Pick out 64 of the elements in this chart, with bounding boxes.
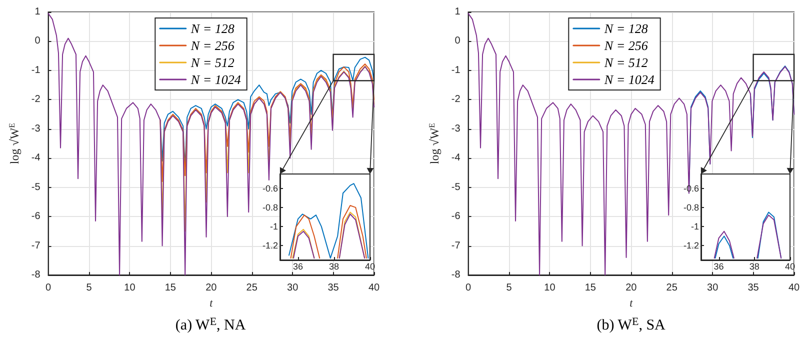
y-tick-label: -2 xyxy=(451,94,461,106)
y-tick-label: -8 xyxy=(31,270,41,280)
legend-label: N = 512 xyxy=(603,55,648,70)
y-tick-label: -7 xyxy=(451,240,461,252)
y-tick-label: -5 xyxy=(31,182,41,193)
line-series xyxy=(468,12,794,276)
y-tick-label: -6 xyxy=(451,211,461,222)
x-tick-label: 0 xyxy=(46,282,52,294)
y-tick-label: -0.8 xyxy=(262,202,278,212)
x-tick-label: 5 xyxy=(506,282,512,294)
y-tick-label: 0 xyxy=(34,36,41,47)
y-tick-label: -1 xyxy=(451,64,461,76)
x-tick-label: 15 xyxy=(584,282,596,294)
x-tick-label: 20 xyxy=(206,282,218,294)
line-series xyxy=(48,12,374,276)
x-tick-label: 15 xyxy=(164,282,176,294)
x-tick-label: 38 xyxy=(749,262,760,272)
legend-label: N = 1024 xyxy=(190,72,242,87)
x-tick-label: 38 xyxy=(328,262,340,272)
y-tick-label: -1 xyxy=(270,222,278,232)
y-tick-label: -5 xyxy=(451,182,461,193)
y-tick-label: -3 xyxy=(31,123,41,134)
y-tick-label: -7 xyxy=(31,240,41,252)
y-tick-label: -2 xyxy=(31,94,41,106)
y-tick-label: -4 xyxy=(31,152,41,164)
x-tick-label: 10 xyxy=(124,282,136,294)
x-tick-label: 0 xyxy=(466,282,472,294)
x-tick-label: 25 xyxy=(666,282,678,294)
y-tick-label: -3 xyxy=(451,123,461,134)
line-series xyxy=(288,183,369,259)
y-tick-label: -1.2 xyxy=(262,240,278,251)
legend-label: N = 1024 xyxy=(603,72,655,87)
x-tick-label: 40 xyxy=(368,282,380,294)
y-tick-label: 0 xyxy=(454,36,461,47)
x-tick-label: 5 xyxy=(86,282,92,294)
y-tick-label: -8 xyxy=(451,270,461,280)
x-axis-title: t xyxy=(210,297,214,310)
y-tick-label: 1 xyxy=(454,6,461,18)
x-tick-label: 30 xyxy=(287,282,299,294)
x-tick-label: 25 xyxy=(246,282,258,294)
y-tick-label: -1 xyxy=(690,222,699,232)
y-tick-label: -1 xyxy=(31,64,41,76)
x-tick-label: 40 xyxy=(788,282,800,294)
y-axis-title: log √WE xyxy=(8,122,22,164)
legend-label: N = 128 xyxy=(603,21,648,36)
y-axis-title: log √WE xyxy=(428,122,442,164)
y-tick-label: 1 xyxy=(34,6,41,18)
y-tick-label: -0.6 xyxy=(262,183,278,194)
x-tick-label: 35 xyxy=(748,282,760,294)
x-tick-label: 20 xyxy=(626,282,638,294)
y-tick-label: -4 xyxy=(451,152,461,164)
x-tick-label: 10 xyxy=(544,282,556,294)
legend-label: N = 512 xyxy=(190,55,235,70)
y-tick-label: -6 xyxy=(31,211,41,222)
x-tick-label: 36 xyxy=(292,262,304,272)
legend-label: N = 256 xyxy=(603,38,648,53)
x-axis-title: t xyxy=(630,297,634,310)
x-tick-label: 30 xyxy=(707,282,719,294)
x-tick-label: 35 xyxy=(328,282,340,294)
legend-label: N = 128 xyxy=(190,21,235,36)
y-tick-label: -1.2 xyxy=(683,240,699,251)
x-tick-label: 36 xyxy=(714,262,724,272)
legend-label: N = 256 xyxy=(190,38,235,53)
y-tick-label: -0.8 xyxy=(683,202,699,212)
